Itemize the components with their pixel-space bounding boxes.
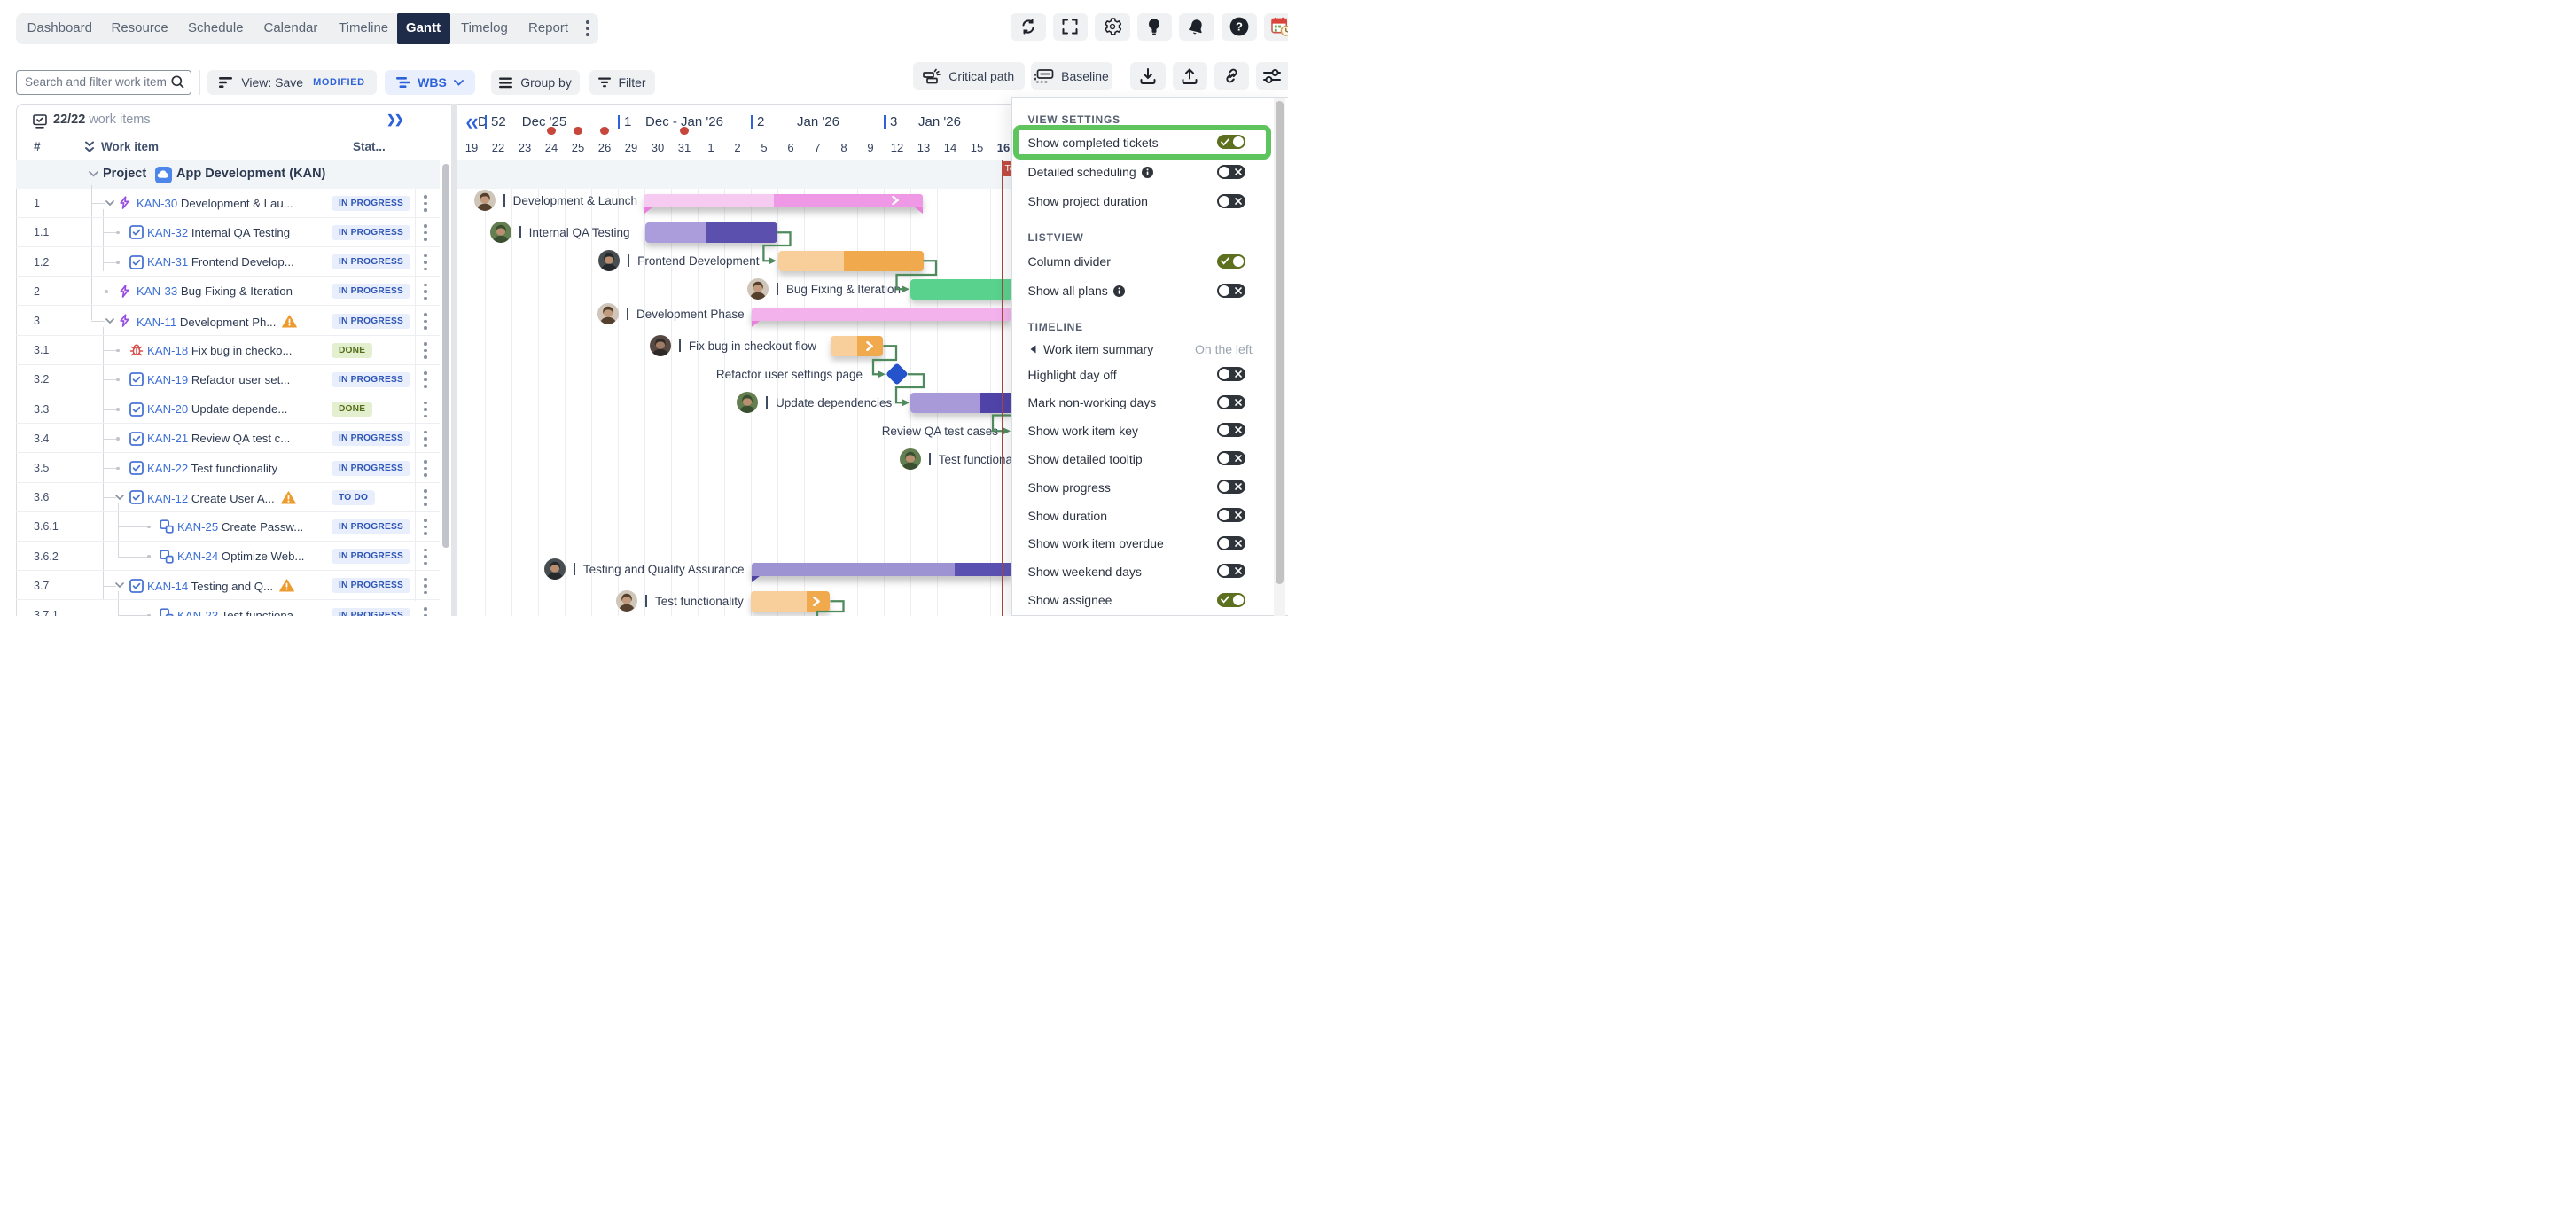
svg-text:?: ?: [1236, 20, 1243, 34]
